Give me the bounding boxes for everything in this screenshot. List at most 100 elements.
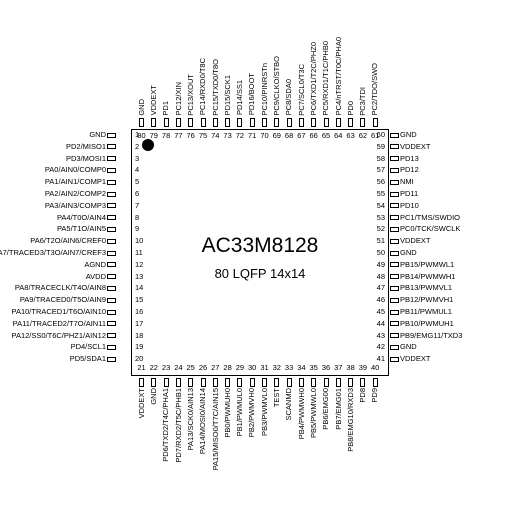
pin-4: PA0/AIN0/COMP0 [45,166,118,174]
pin-55: PD11 [390,190,418,198]
pin-lead-icon [107,180,116,185]
pin-34: PB4/PWMWH0 [296,377,307,441]
pin-number: 52 [371,225,385,233]
pin-lead-icon [360,378,365,387]
pin-number: 19 [135,343,143,351]
pin-1: GND [89,131,118,139]
pin-71: PD16/BOOT [247,73,258,128]
pin-label: PA2/AIN2/COMP2 [45,189,106,198]
pin-14: PA8/TRACECLK/T4O/AIN8 [15,284,118,292]
pin-lead-icon [107,168,116,173]
pin-lead-icon [237,378,242,387]
pin-20: PD5/SDA1 [70,355,118,363]
pin-lead-icon [299,118,304,127]
pin-number: 15 [135,296,143,304]
pin-lead-icon [107,333,116,338]
pin-lead-icon [299,378,304,387]
pin-label: PD14/SS1 [236,80,244,115]
pin-number: 77 [173,132,184,140]
pin-lead-icon [336,118,341,127]
pin-29: PB1/PWMUL0 [234,377,245,438]
pin-number: 70 [259,132,270,140]
pin-label: PD1 [162,101,170,116]
pin-number: 9 [135,225,139,233]
pin-50: GND [390,249,417,257]
pin-15: PA9/TRACED0/T5O/AIN9 [20,296,118,304]
pin-lead-icon [390,203,399,208]
pin-lead-icon [262,378,267,387]
pin-number: 28 [222,364,233,372]
pin-lead-icon [176,378,181,387]
pin-60: GND [390,131,417,139]
pin-lead-icon [390,357,399,362]
pin-lead-icon [324,118,329,127]
pin-label: PD9 [371,388,379,403]
pin-lead-icon [390,274,399,279]
pin-number: 54 [371,202,385,210]
pin-label: PA12/SS0/T6C/PHZ1/AIN12 [12,331,107,340]
pin-lead-icon [107,310,116,315]
pin-12: AGND [84,261,118,269]
pin-label: NMI [400,177,414,186]
pin-lead-icon [107,215,116,220]
pin-lead-icon [250,118,255,127]
pin-25: PA13/SCK0/AIN13 [185,377,196,452]
pin-label: PD13 [400,154,419,163]
pin-35: PB5/PWMWL0 [308,377,319,440]
chip-name: AC33M8128 [131,234,389,258]
pin-number: 7 [135,202,139,210]
pin-number: 3 [135,155,139,163]
pin-number: 61 [370,132,381,140]
pin-39: PD8 [357,377,368,404]
pin-lead-icon [201,378,206,387]
pin-number: 10 [135,237,143,245]
pin-label: PA10/TRACED1/T6O/AIN10 [12,307,106,316]
pin-number: 11 [135,249,143,257]
pin-number: 73 [222,132,233,140]
pin-lead-icon [188,378,193,387]
pin-lead-icon [107,357,116,362]
pin-label: GND [150,388,158,405]
pin-number: 56 [371,178,385,186]
chip-package: 80 LQFP 14x14 [131,266,389,281]
pin-number: 32 [271,364,282,372]
pin-lead-icon [164,378,169,387]
pin-lead-icon [188,118,193,127]
pin-label: VDDEXT [400,354,430,363]
pin-33: SCANMD [284,377,295,422]
pin-31: PB3/PWMVL0 [259,377,270,437]
pin-number: 33 [284,364,295,372]
pin-number: 47 [371,284,385,292]
pin-label: PC14/RXD0/T8C [199,58,207,115]
pin-number: 51 [371,237,385,245]
pin-number: 76 [185,132,196,140]
pin-7: PA3/AIN3/COMP3 [45,202,118,210]
pin-number: 57 [371,166,385,174]
pin-51: VDDEXT [390,237,430,245]
pin-label: PA5/T1O/AIN5 [57,224,106,233]
pin-lead-icon [274,378,279,387]
pin-label: PC2/TDO/SWO [371,63,379,116]
pin-63: PD0 [345,101,356,128]
pin-lead-icon [262,118,267,127]
pin-9: PA5/T1O/AIN5 [57,225,118,233]
pin-72: PD14/SS1 [234,80,245,128]
pin-label: GND [138,99,146,116]
pin-label: PB12/PWMVH1 [400,295,453,304]
pin-70: PC10/PINRSTn [259,63,270,128]
pin-18: PA12/SS0/T6C/PHZ1/AIN12 [12,332,119,340]
pin-label: PD11 [400,189,418,198]
pin-label: PC5/RXD1/T1C/PHB0 [322,41,330,116]
pin-number: 21 [136,364,147,372]
pin-lead-icon [390,227,399,232]
pin-45: PB11/PWMUL1 [390,308,452,316]
pin-58: PD13 [390,155,419,163]
pin-lead-icon [237,118,242,127]
pin-lead-icon [151,378,156,387]
pin-67: PC7/SCL0/T3C [296,64,307,128]
pin-lead-icon [311,378,316,387]
pin-lead-icon [324,378,329,387]
pin-lead-icon [390,156,399,161]
pin-label: PC1/TMS/SWDIO [400,213,460,222]
pin-label: PB7/EMG01 [335,388,343,430]
